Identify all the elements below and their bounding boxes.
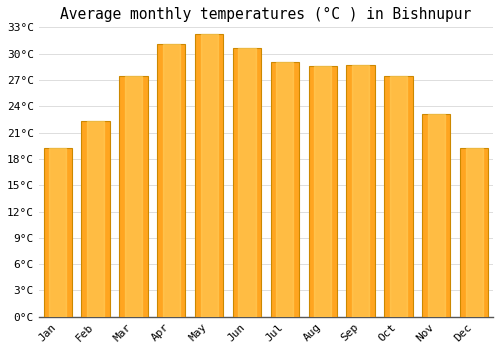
Bar <box>270 62 299 317</box>
Bar <box>200 34 218 317</box>
Bar <box>119 76 148 317</box>
Bar <box>82 121 110 317</box>
Bar <box>44 148 72 317</box>
Title: Average monthly temperatures (°C ) in Bishnupur: Average monthly temperatures (°C ) in Bi… <box>60 7 472 22</box>
Bar <box>238 48 256 317</box>
Bar <box>466 148 482 317</box>
Bar <box>125 76 142 317</box>
Bar <box>346 65 375 317</box>
Bar <box>352 65 369 317</box>
Bar <box>314 66 331 317</box>
Bar <box>460 148 488 317</box>
Bar <box>87 121 104 317</box>
Bar <box>276 62 293 317</box>
Bar <box>384 76 412 317</box>
Bar <box>422 114 450 317</box>
Bar <box>233 48 261 317</box>
Bar <box>428 114 445 317</box>
Bar <box>308 66 337 317</box>
Bar <box>163 44 180 317</box>
Bar <box>157 44 186 317</box>
Bar <box>390 76 407 317</box>
Bar <box>195 34 224 317</box>
Bar <box>49 148 66 317</box>
